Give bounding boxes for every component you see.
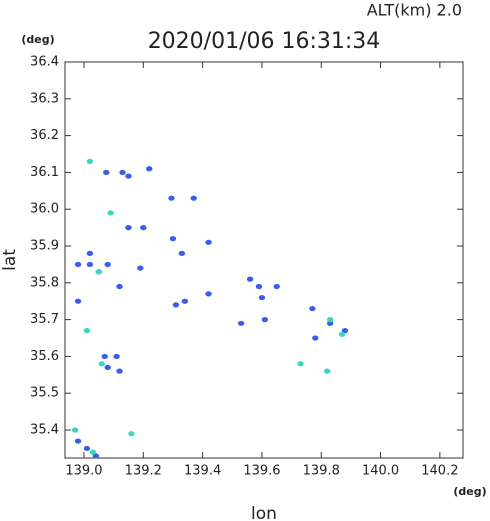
echo-cell: [146, 166, 153, 172]
echo-cell: [83, 445, 91, 452]
echo-cell: [338, 331, 346, 337]
y-tick-label: 35.4: [30, 423, 59, 438]
echo-cell: [116, 283, 123, 290]
plot-frame: [64, 61, 464, 459]
echo-cell: [326, 317, 334, 323]
y-tick-label: 36.2: [30, 128, 59, 143]
echo-cell: [74, 298, 82, 304]
x-unit: (deg): [453, 485, 486, 498]
echo-cell: [297, 361, 304, 367]
x-tick-label: 139.0: [65, 464, 102, 479]
echo-cell: [125, 225, 132, 231]
echo-cell: [137, 265, 144, 271]
echo-cell: [98, 361, 105, 367]
echo-cell: [101, 353, 108, 360]
echo-cell: [169, 236, 177, 242]
echo-cell: [312, 335, 319, 341]
echo-cell: [107, 210, 114, 216]
echo-cell: [104, 364, 111, 371]
echo-cell: [178, 250, 186, 256]
echo-cell: [83, 328, 91, 334]
x-tick-label: 140.2: [421, 464, 458, 479]
echo-cell: [71, 427, 79, 433]
y-tick-label: 35.8: [30, 275, 59, 290]
echo-cell: [172, 302, 180, 308]
echo-cell: [323, 368, 331, 374]
echo-cell: [86, 261, 94, 268]
y-tick-label: 36.0: [30, 202, 59, 217]
y-tick-label: 35.9: [30, 239, 59, 254]
echo-cell: [341, 328, 349, 334]
y-tick-label: 35.7: [30, 312, 59, 327]
echo-cell: [92, 453, 100, 459]
echo-cell: [181, 298, 189, 304]
echo-cell: [273, 283, 280, 290]
echo-cell: [86, 158, 94, 164]
x-tick-label: 139.4: [184, 464, 221, 479]
x-tick-label: 139.2: [125, 464, 162, 479]
chart-title: 2020/01/06 16:31:34: [148, 29, 381, 54]
echo-cell: [74, 261, 82, 268]
echo-cell: [116, 368, 123, 374]
echo-cell: [89, 449, 97, 455]
echo-cell: [119, 169, 126, 176]
echo-cell: [246, 276, 254, 282]
y-tick-label: 35.5: [30, 386, 59, 401]
echo-cell: [255, 283, 263, 290]
echo-cell: [140, 225, 147, 231]
echo-cell: [168, 195, 175, 201]
echo-cell: [237, 320, 245, 326]
echo-cell: [205, 291, 212, 297]
y-unit: (deg): [21, 33, 54, 46]
x-tick-label: 139.8: [303, 464, 340, 479]
y-tick-label: 36.4: [30, 55, 59, 70]
echo-cell: [125, 173, 132, 179]
x-tick-label: 140.0: [362, 464, 399, 479]
echo-cell: [104, 261, 111, 268]
x-tick-label: 139.6: [243, 464, 280, 479]
y-tick-label: 36.1: [30, 165, 59, 180]
echo-cell: [258, 294, 266, 301]
echo-cell: [113, 353, 120, 360]
echo-cell: [326, 320, 334, 326]
echo-cell: [128, 431, 135, 437]
y-axis-label: lat: [0, 249, 20, 271]
echo-cell: [95, 269, 103, 275]
y-tick-label: 35.6: [30, 349, 59, 364]
echo-cell: [205, 239, 212, 245]
y-tick-label: 36.3: [30, 91, 59, 106]
subtitle: ALT(km) 2.0: [367, 1, 462, 20]
echo-cell: [261, 317, 269, 323]
echo-cell: [103, 169, 110, 176]
x-axis-label: lon: [251, 504, 277, 521]
echo-cell: [86, 250, 94, 256]
echo-cell: [190, 195, 197, 201]
echo-cell: [309, 305, 316, 312]
echo-cell: [74, 438, 82, 444]
